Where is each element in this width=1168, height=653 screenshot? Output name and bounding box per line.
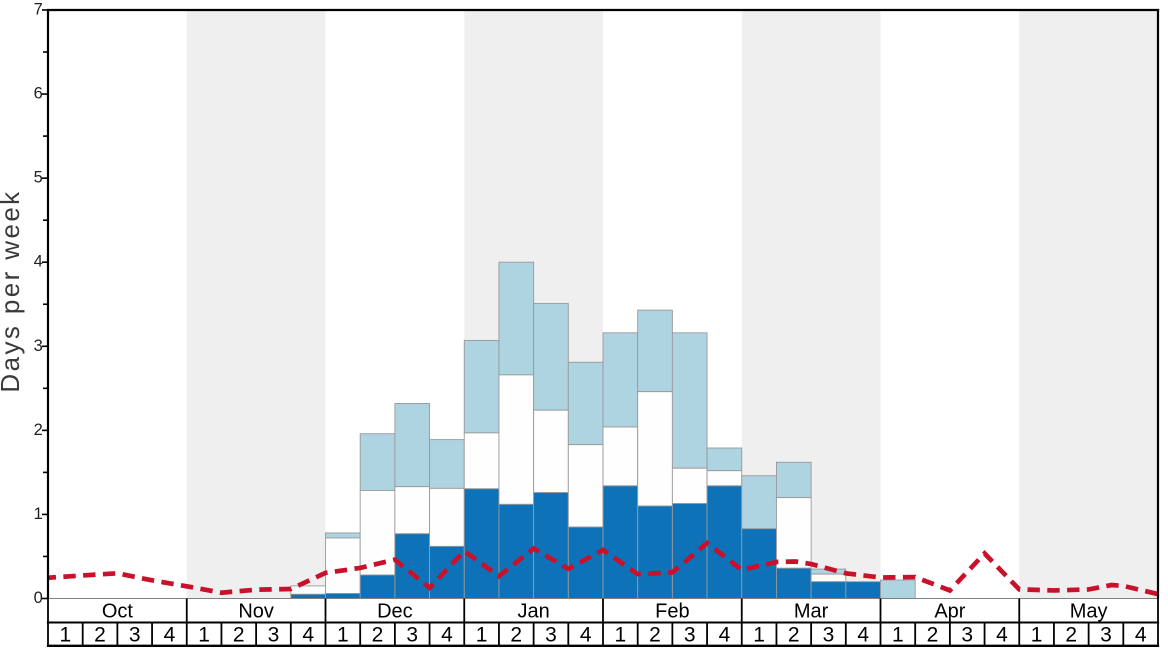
svg-text:1: 1 <box>337 624 349 647</box>
svg-text:2: 2 <box>788 624 800 647</box>
svg-text:2: 2 <box>1065 624 1077 647</box>
svg-text:3: 3 <box>268 624 280 647</box>
svg-text:Days per week: Days per week <box>0 189 25 392</box>
svg-text:4: 4 <box>302 624 314 647</box>
svg-text:3: 3 <box>129 624 141 647</box>
svg-text:May: May <box>1070 601 1108 623</box>
svg-text:4: 4 <box>34 253 43 271</box>
svg-text:3: 3 <box>684 624 696 647</box>
svg-text:Oct: Oct <box>102 601 134 623</box>
svg-text:2: 2 <box>927 624 939 647</box>
svg-text:Dec: Dec <box>377 601 413 623</box>
svg-text:3: 3 <box>1100 624 1112 647</box>
svg-text:3: 3 <box>545 624 557 647</box>
svg-text:1: 1 <box>59 624 71 647</box>
svg-text:3: 3 <box>406 624 418 647</box>
svg-text:4: 4 <box>996 624 1008 647</box>
svg-text:1: 1 <box>34 505 43 523</box>
svg-text:3: 3 <box>34 337 43 355</box>
svg-text:2: 2 <box>34 421 43 439</box>
svg-text:1: 1 <box>614 624 626 647</box>
svg-text:Mar: Mar <box>794 601 829 623</box>
svg-text:3: 3 <box>961 624 973 647</box>
svg-text:4: 4 <box>164 624 176 647</box>
svg-text:4: 4 <box>857 624 869 647</box>
svg-text:Nov: Nov <box>238 601 274 623</box>
svg-text:1: 1 <box>892 624 904 647</box>
svg-text:4: 4 <box>580 624 592 647</box>
svg-text:7: 7 <box>34 1 43 19</box>
svg-text:1: 1 <box>753 624 765 647</box>
svg-text:2: 2 <box>372 624 384 647</box>
svg-text:4: 4 <box>719 624 731 647</box>
svg-text:Jan: Jan <box>517 601 549 623</box>
svg-text:2: 2 <box>233 624 245 647</box>
svg-text:2: 2 <box>510 624 522 647</box>
svg-text:5: 5 <box>34 169 43 187</box>
svg-text:Apr: Apr <box>934 601 965 623</box>
svg-text:6: 6 <box>34 85 43 103</box>
svg-text:0: 0 <box>34 589 43 607</box>
svg-text:2: 2 <box>649 624 661 647</box>
svg-text:1: 1 <box>198 624 210 647</box>
svg-text:1: 1 <box>476 624 488 647</box>
svg-text:4: 4 <box>441 624 453 647</box>
svg-text:Feb: Feb <box>655 601 689 623</box>
svg-text:2: 2 <box>94 624 106 647</box>
svg-text:1: 1 <box>1031 624 1043 647</box>
svg-text:4: 4 <box>1135 624 1147 647</box>
svg-text:3: 3 <box>823 624 835 647</box>
